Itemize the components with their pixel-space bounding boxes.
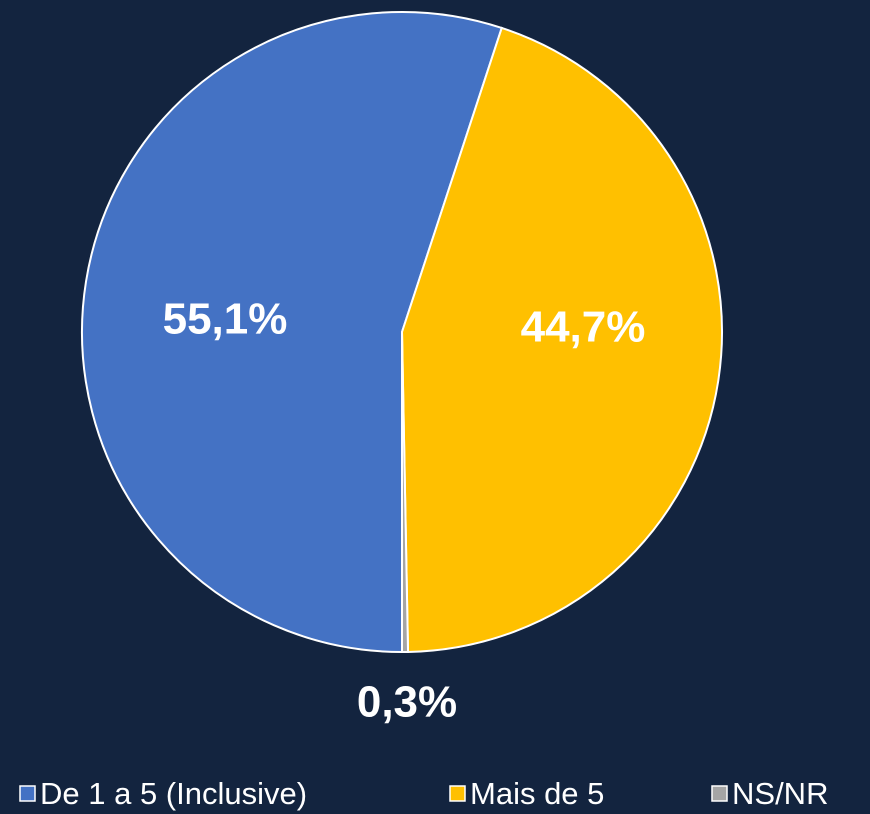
data-label: 44,7%	[521, 303, 646, 352]
legend-swatch	[449, 785, 466, 802]
data-label: 0,3%	[357, 678, 457, 727]
legend-label: NS/NR	[732, 776, 828, 811]
pie-slice	[81, 11, 504, 654]
legend-swatch	[711, 785, 728, 802]
pie-slice	[401, 331, 410, 654]
legend-label: De 1 a 5 (Inclusive)	[40, 776, 307, 811]
legend-label: Mais de 5	[470, 776, 604, 811]
legend-swatch	[19, 785, 36, 802]
pie-slice	[400, 26, 723, 653]
data-label: 55,1%	[163, 295, 288, 344]
